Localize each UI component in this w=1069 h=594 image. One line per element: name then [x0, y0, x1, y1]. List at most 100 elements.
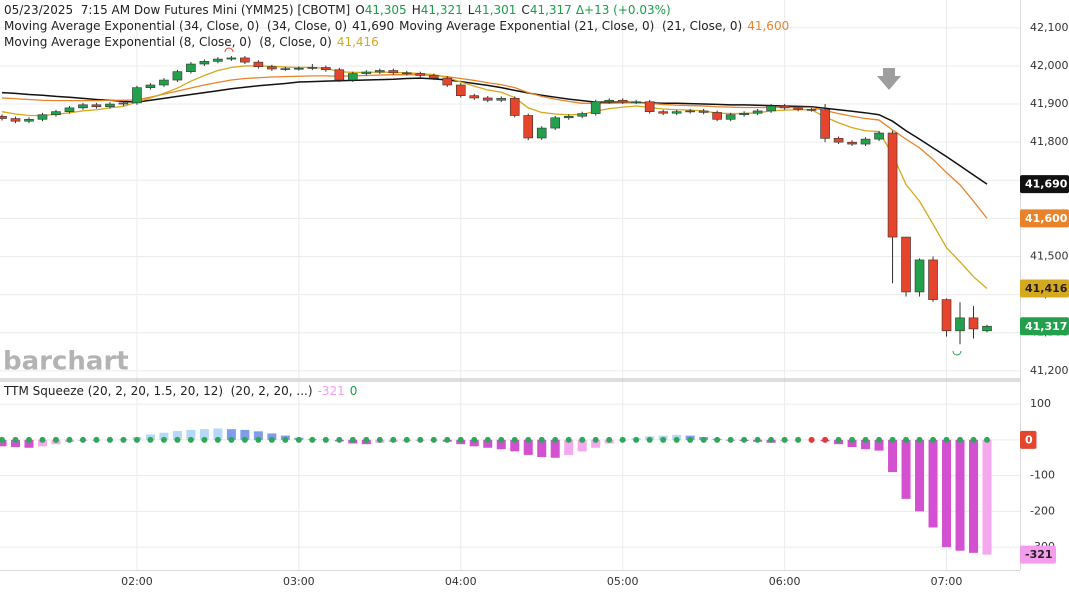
squeeze-bar [591, 439, 601, 448]
candle-body [482, 97, 493, 101]
candle-body [725, 114, 736, 120]
legend-text: Moving Average Exponential (34, Close, 0… [4, 19, 347, 33]
candle-body [469, 95, 480, 99]
candle-body [752, 110, 763, 114]
squeeze-bar [10, 439, 20, 448]
squeeze-dot [538, 436, 545, 443]
squeeze-dot [822, 436, 829, 443]
candle-body [766, 105, 776, 112]
candle-body [361, 71, 372, 74]
squeeze-bar [483, 439, 493, 448]
alert-arrow [877, 68, 901, 90]
candle-body [604, 99, 614, 103]
y-tick-label: 100 [1030, 397, 1051, 410]
legend-line: TTM Squeeze (20, 2, 20, 1.5, 20, 12) (20… [3, 384, 357, 398]
candle-body [955, 317, 965, 332]
candle-body [186, 63, 196, 72]
candle-body [91, 104, 102, 108]
candle-body [712, 112, 722, 120]
squeeze-dot [403, 436, 410, 443]
legend-text: 41,600 [747, 19, 789, 33]
legend-text: H [412, 3, 421, 17]
squeeze-bar [186, 429, 196, 440]
badge-bg [1020, 279, 1069, 298]
badge-label: 41,690 [1025, 178, 1068, 191]
candle-body [0, 115, 7, 119]
squeeze-bar [510, 439, 520, 452]
legend-text: Moving Average Exponential (21, Close, 0… [399, 19, 742, 33]
squeeze-dot [160, 436, 167, 443]
legend-text: 41,301 [474, 3, 516, 17]
squeeze-dot [417, 436, 424, 443]
squeeze-dot [147, 436, 154, 443]
squeeze-dot [727, 436, 734, 443]
squeeze-dot [606, 436, 613, 443]
squeeze-dot [984, 436, 990, 443]
squeeze-bar [915, 439, 925, 512]
squeeze-dot [835, 436, 842, 443]
squeeze-dot [592, 436, 599, 443]
candle-body [833, 138, 844, 143]
candle-body [887, 132, 898, 238]
squeeze-dot [619, 436, 626, 443]
watermark: barchart [3, 347, 129, 377]
y-tick-label: 41,900 [1030, 97, 1069, 110]
legend: 05/23/2025 7:15 AM Dow Futures Mini (YMM… [3, 3, 789, 398]
candle-body [982, 325, 992, 332]
squeeze-bar [172, 430, 182, 440]
x-tick-label: 04:00 [445, 575, 477, 588]
badge-bg [1020, 175, 1069, 194]
squeeze-dot [214, 436, 221, 443]
squeeze-bar [550, 439, 560, 458]
squeeze-dot [633, 436, 640, 443]
squeeze-dot [862, 436, 869, 443]
candle-body [536, 127, 547, 139]
squeeze-dot [687, 436, 694, 443]
squeeze-bar [213, 428, 223, 440]
candle-body [253, 61, 264, 68]
candle-body [860, 138, 871, 145]
squeeze-dot [282, 436, 289, 443]
value-badge: -321 [1020, 545, 1056, 564]
squeeze-dot [457, 436, 464, 443]
candle-body [806, 109, 817, 111]
candle-body [105, 103, 115, 108]
squeeze-dot [66, 436, 73, 443]
squeeze-bar [969, 439, 979, 553]
low-marker [952, 350, 962, 356]
candle-body [321, 67, 331, 71]
candle-body [307, 67, 318, 69]
legend-text: TTM Squeeze (20, 2, 20, 1.5, 20, 12) (20… [3, 384, 313, 398]
candle-body [159, 79, 169, 86]
candle-body [24, 118, 34, 122]
squeeze-dot [390, 436, 397, 443]
squeeze-dot [498, 436, 505, 443]
squeeze-bar [267, 433, 277, 440]
legend-text: 41,305 [365, 3, 407, 17]
squeeze-dot [106, 436, 113, 443]
candle-body [37, 114, 48, 120]
legend-line: Moving Average Exponential (34, Close, 0… [4, 19, 789, 33]
legend-line: 05/23/2025 7:15 AM Dow Futures Mini (YMM… [4, 3, 671, 17]
squeeze-bar [577, 439, 587, 452]
x-tick-label: 05:00 [607, 575, 639, 588]
candle-body [685, 110, 695, 113]
candle-body [874, 132, 884, 140]
squeeze-bar [0, 439, 7, 447]
y-tick-label: 41,500 [1030, 250, 1069, 263]
badge-label: 0 [1025, 433, 1033, 446]
squeeze-dot [79, 436, 86, 443]
candle-body [698, 110, 709, 113]
badge-label: 41,317 [1025, 320, 1067, 333]
legend-text: Δ+13 (+0.03%) [576, 3, 671, 17]
candle-body [631, 101, 641, 104]
candle-body [78, 104, 88, 109]
legend-text: 41,317 [530, 3, 572, 17]
squeeze-dot [39, 436, 46, 443]
squeeze-dot [943, 436, 950, 443]
candle-body [523, 115, 534, 139]
candle-body [64, 107, 75, 112]
candle-body [563, 115, 574, 119]
legend-text: 41,416 [337, 35, 379, 49]
